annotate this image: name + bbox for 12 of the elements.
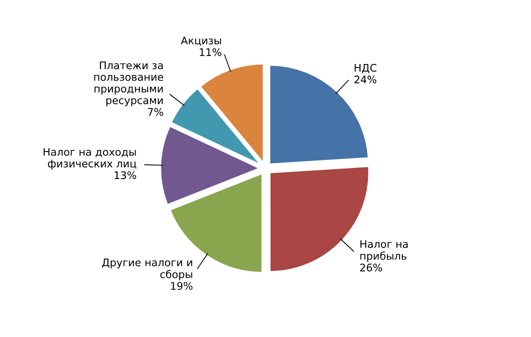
slice-label: Налог на доходы физических лиц bbox=[44, 148, 136, 170]
slice-label: НДС bbox=[354, 64, 376, 74]
data-label: 7% bbox=[148, 108, 164, 116]
slice-label: Акцизы bbox=[180, 36, 221, 46]
data-label: 26% bbox=[360, 264, 382, 272]
slice-label: Налог на прибыль bbox=[360, 240, 408, 262]
data-label: 13% bbox=[114, 171, 136, 180]
data-label: 24% bbox=[354, 76, 376, 84]
slice-label: Платежи за пользование природными ресурсами bbox=[94, 61, 164, 106]
data-label: 19% bbox=[171, 282, 192, 290]
slice-label: Другие налоги и сборы bbox=[102, 258, 192, 280]
data-label: 11% bbox=[200, 48, 222, 56]
